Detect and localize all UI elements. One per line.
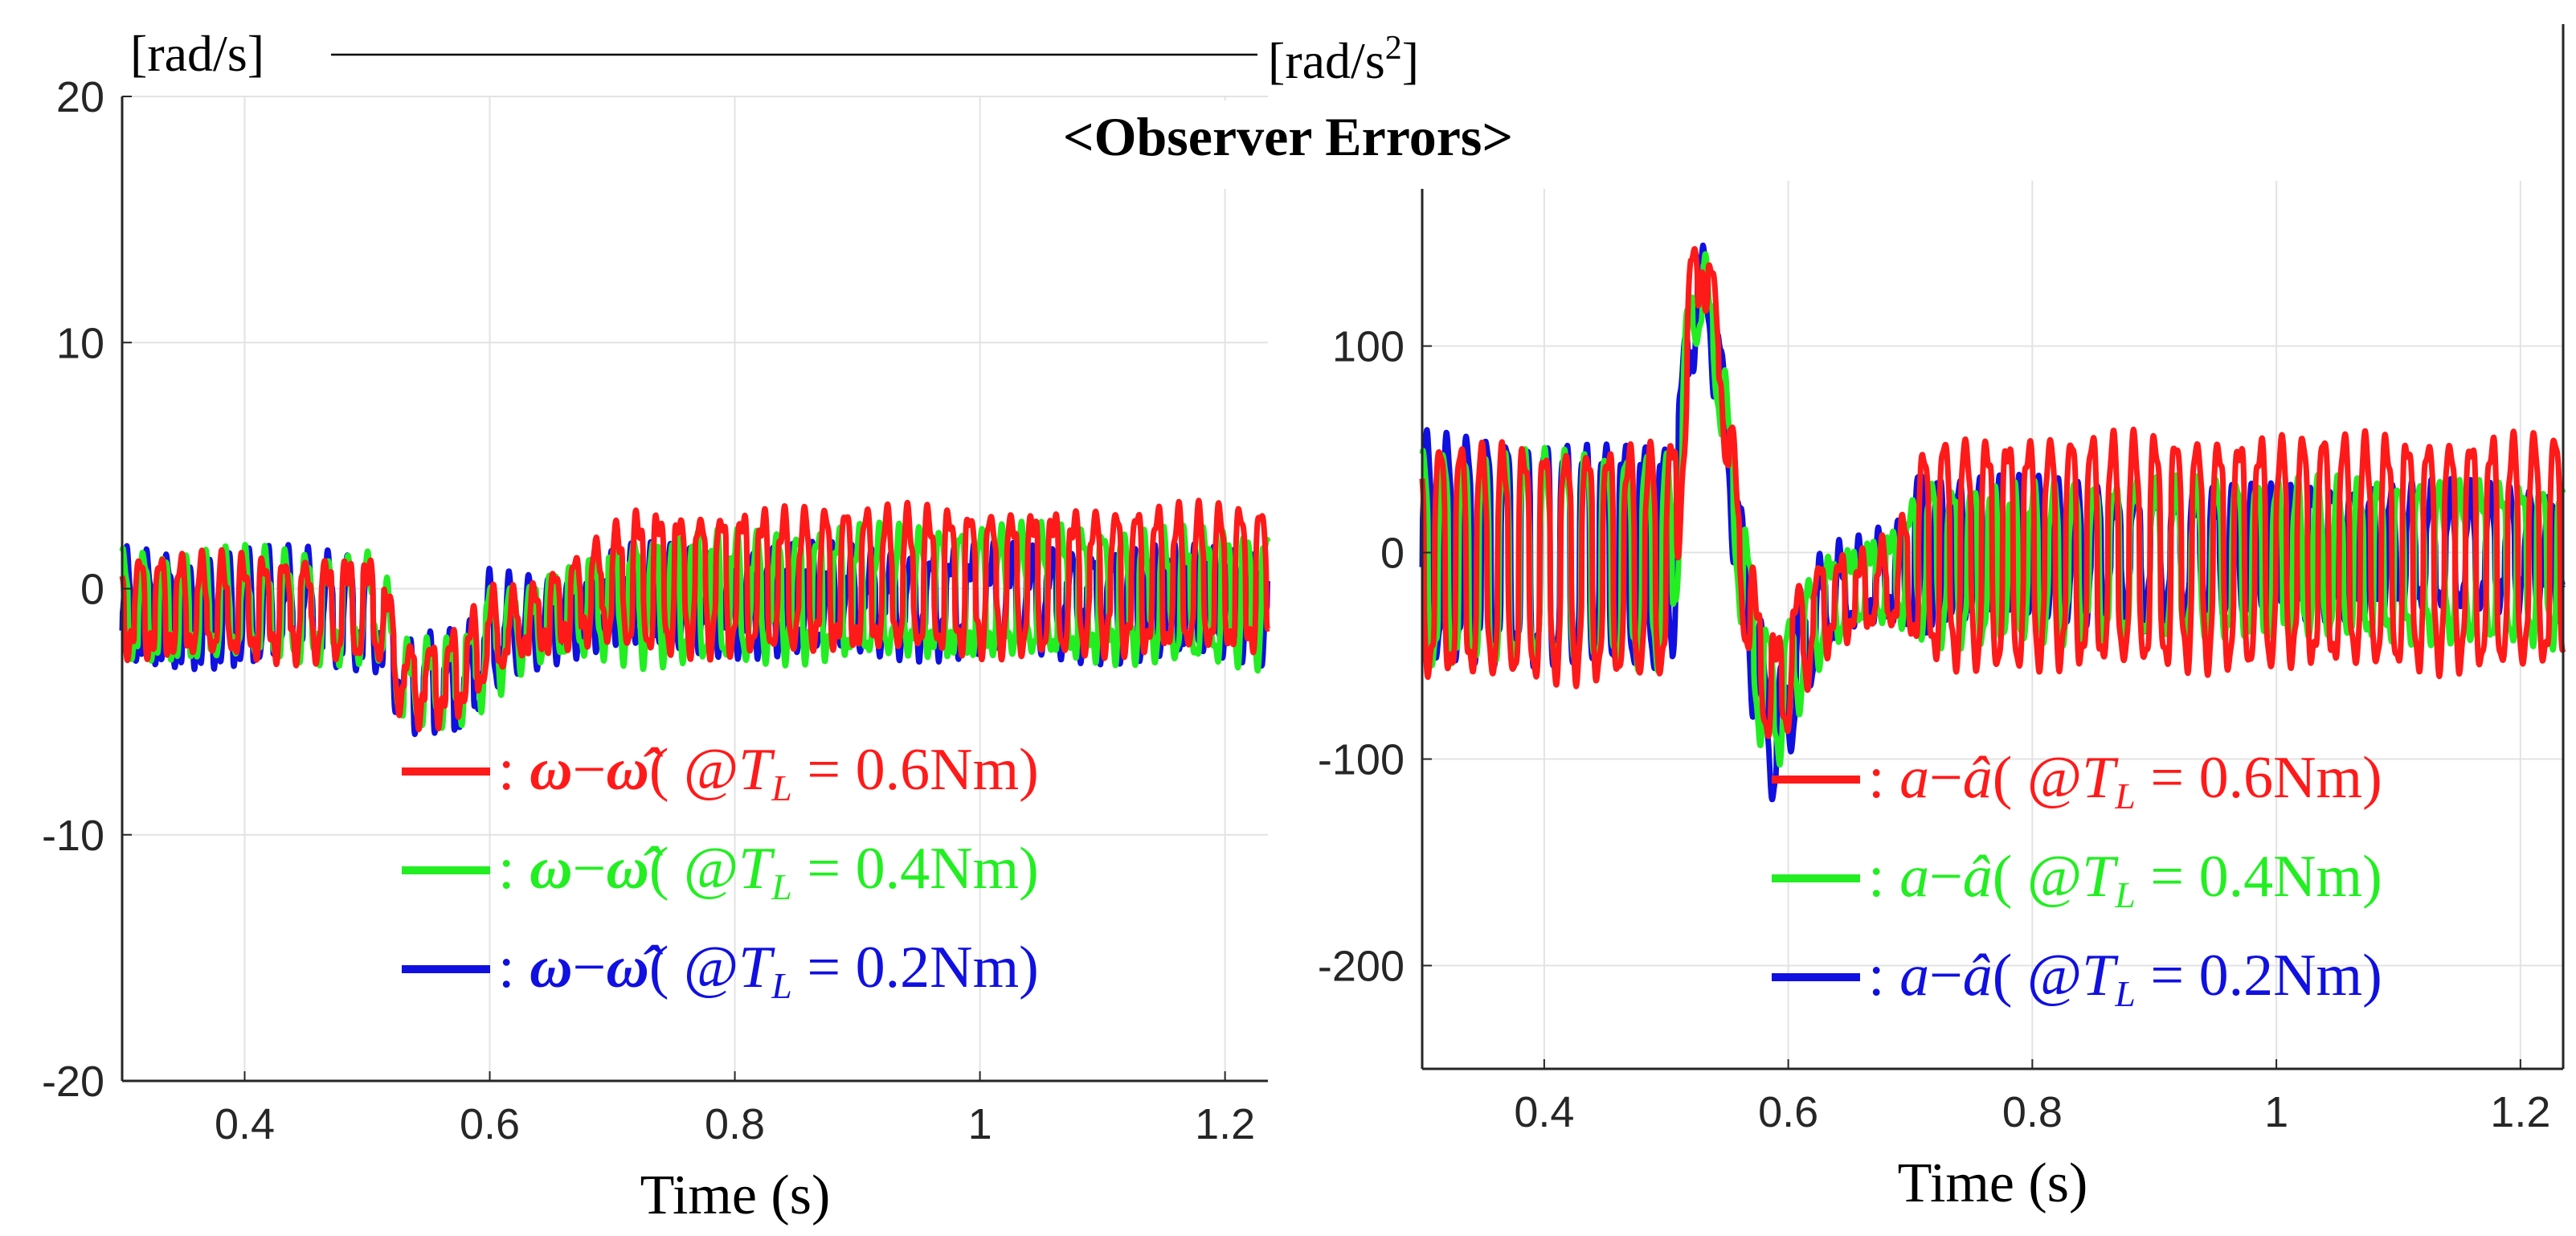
acceleration-error-y-tick-label: -100 [1318,736,1405,784]
legend-item-red: : a−â( @TL = 0.6Nm) [1772,745,2382,816]
speed-error-y-label: [rad/s] [130,25,264,82]
legend-item-blue: : a−â( @TL = 0.2Nm) [1772,943,2382,1014]
speed-error-x-label: Time (s) [640,1164,831,1226]
acceleration-error-y-ticks: -200 -100 0 100 [1318,323,1432,991]
acceleration-error-plot-area [1419,242,2566,803]
speed-error-y-ticks: -20 -10 0 10 20 [42,73,132,1106]
legend-item-red: : ω−ω̂( @TL = 0.6Nm) [402,737,1039,808]
speed-error-y-tick-label: 10 [56,319,104,367]
series-red-line [119,497,1270,733]
speed-error-y-tick-label: 20 [56,73,104,121]
acceleration-error-x-ticks: 0.4 0.6 0.8 1 1.2 [1514,1059,2550,1136]
speed-error-x-tick-label: 0.4 [215,1100,275,1148]
acceleration-error-chart: -200 -100 0 100 0.4 0.6 0.8 1 1.2 [rad/s2] Time… [1268,24,2566,1214]
figure-title: <Observer Errors> [1063,106,1513,167]
speed-error-x-tick-label: 1 [968,1100,992,1148]
speed-error-legend: : ω−ω̂( @TL = 0.6Nm) : ω−ω̂( @TL = 0.4Nm)… [402,737,1039,1006]
legend-label-red: : ω−ω̂( @TL = 0.6Nm) [498,737,1039,808]
legend-item-green: : a−â( @TL = 0.4Nm) [1772,844,2382,915]
acceleration-error-y-label: [rad/s2] [1268,30,1419,89]
speed-error-x-ticks: 0.4 0.6 0.8 1 1.2 [215,1071,1255,1148]
acceleration-error-y-tick-label: 0 [1380,530,1405,578]
acceleration-error-y-tick-label: 100 [1332,323,1405,371]
speed-error-y-tick-label: 0 [80,566,104,614]
legend-item-green: : ω−ω̂( @TL = 0.4Nm) [402,836,1039,907]
speed-error-x-tick-label: 1.2 [1195,1100,1255,1148]
speed-error-x-tick-label: 0.6 [460,1100,520,1148]
acceleration-error-x-tick-label: 0.4 [1514,1088,1574,1136]
legend-label-red: : a−â( @TL = 0.6Nm) [1868,745,2382,816]
acceleration-error-x-tick-label: 1 [2264,1088,2288,1136]
acceleration-error-y-label-sup: 2 [1385,30,1402,67]
legend-label-green: : ω−ω̂( @TL = 0.4Nm) [498,836,1039,907]
acceleration-error-x-tick-label: 1.2 [2490,1088,2550,1136]
acceleration-error-x-label: Time (s) [1898,1152,2088,1214]
acceleration-error-legend: : a−â( @TL = 0.6Nm) : a−â( @TL = 0.4Nm) : … [1772,745,2382,1014]
legend-label-green: : a−â( @TL = 0.4Nm) [1868,844,2382,915]
speed-error-plot-area [119,497,1271,738]
acceleration-error-x-tick-label: 0.8 [2002,1088,2063,1136]
speed-error-y-tick-label: -20 [42,1058,104,1106]
acceleration-error-y-tick-label: -200 [1318,943,1405,991]
speed-error-y-tick-label: -10 [42,812,104,860]
speed-error-x-tick-label: 0.8 [705,1100,765,1148]
acceleration-error-y-label-base: [rad/s [1268,32,1385,89]
legend-label-blue: : a−â( @TL = 0.2Nm) [1868,943,2382,1014]
title-backdrop [1004,100,1615,189]
speed-error-chart: -20 -10 0 10 20 0.4 0.6 0.8 1 1.2 [rad/s] Time (… [42,25,1271,1226]
acceleration-error-x-tick-label: 0.6 [1758,1088,1818,1136]
acceleration-error-y-label-close: ] [1402,32,1419,89]
legend-label-blue: : ω−ω̂( @TL = 0.2Nm) [498,935,1039,1006]
series-red-line [1419,246,2566,739]
legend-item-blue: : ω−ω̂( @TL = 0.2Nm) [402,935,1039,1006]
